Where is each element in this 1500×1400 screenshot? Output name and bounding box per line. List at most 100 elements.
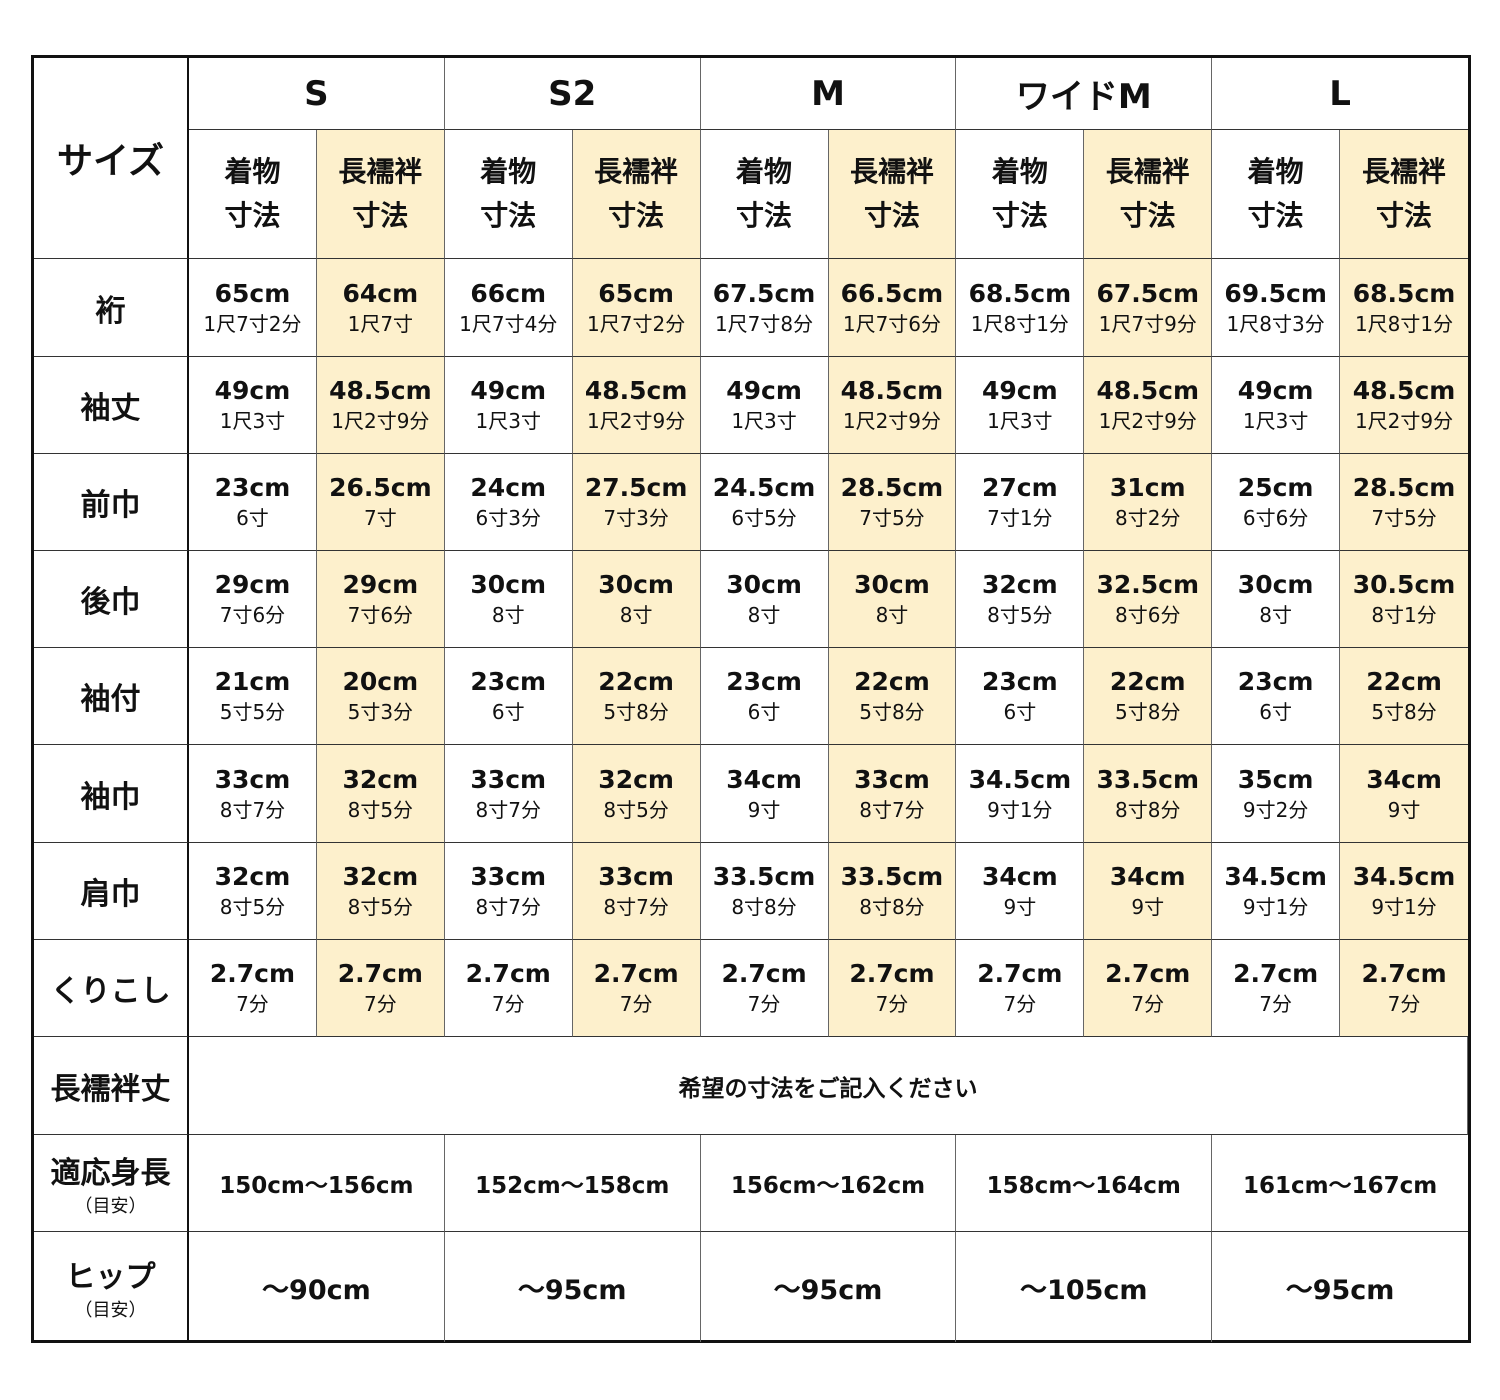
- measurement-cell: 32.5cm 8寸6分: [1084, 551, 1213, 648]
- height-value-cell: 150cm～156cm: [189, 1135, 445, 1232]
- measurement-cm: 34cm: [726, 764, 802, 794]
- measurement-cell: 30cm 8寸: [444, 551, 573, 648]
- measurement-shaku: 1尺2寸9分: [1098, 409, 1197, 433]
- measurement-cell: 48.5cm 1尺2寸9分: [572, 357, 701, 454]
- measurement-shaku: 9寸1分: [1371, 895, 1437, 919]
- hip-note: （目安）: [74, 1300, 147, 1321]
- measurement-cm: 64cm: [342, 278, 419, 308]
- measurement-shaku: 1尺2寸9分: [1354, 409, 1454, 433]
- measurement-cell: 33cm 8寸7分: [189, 745, 317, 843]
- row-label-cell: 袖巾: [34, 745, 189, 843]
- measurement-shaku: 1尺7寸9分: [1098, 311, 1197, 336]
- measurement-cm: 30cm: [726, 570, 802, 599]
- measurement-cell: 2.7cm 7分: [189, 940, 317, 1037]
- measurement-shaku: 6寸: [491, 700, 525, 724]
- measurement-cm: 32cm: [214, 862, 291, 891]
- measurement-cell: 33cm 8寸7分: [828, 745, 957, 843]
- measurement-cm: 2.7cm: [849, 959, 935, 988]
- measurement-cm: 65cm: [598, 278, 674, 308]
- measurement-cm: 68.5cm: [968, 278, 1072, 308]
- measurement-cell: 33cm 8寸7分: [444, 745, 573, 843]
- measurement-shaku: 7寸6分: [219, 603, 286, 627]
- measurement-cm: 48.5cm: [1352, 376, 1456, 405]
- juban-length-value-cell: 希望の寸法をご記入ください: [189, 1037, 1468, 1135]
- measurement-cell: 65cm 1尺7寸2分: [572, 259, 701, 357]
- measurement-cm: 2.7cm: [977, 959, 1063, 988]
- measurement-shaku: 8寸6分: [1115, 603, 1181, 627]
- measurement-shaku: 1尺2寸9分: [842, 409, 942, 433]
- measurement-shaku: 1尺8寸1分: [1354, 311, 1454, 336]
- measurement-shaku: 8寸: [619, 603, 653, 627]
- measurement-cm: 32cm: [342, 764, 419, 794]
- measurement-cell: 33cm 8寸7分: [572, 843, 701, 940]
- measurement-cm: 23cm: [726, 667, 802, 696]
- measurement-cm: 33cm: [470, 862, 547, 891]
- measurement-cm: 22cm: [598, 667, 674, 696]
- measurement-cell: 22cm 5寸8分: [828, 648, 957, 745]
- sub-header-line: 着物: [480, 155, 537, 188]
- measurement-shaku: 7分: [363, 992, 397, 1016]
- measurement-cm: 2.7cm: [593, 959, 679, 988]
- sub-header-line: 寸法: [224, 199, 281, 232]
- measurement-cell: 32cm 8寸5分: [316, 843, 445, 940]
- measurement-cm: 27.5cm: [584, 473, 688, 502]
- hip-value: ～90cm: [262, 1274, 371, 1306]
- measurement-cm: 22cm: [1366, 667, 1442, 696]
- measurement-cm: 24.5cm: [712, 473, 816, 502]
- row-label: 肩巾: [80, 877, 141, 912]
- sub-header-line: 寸法: [1119, 199, 1176, 232]
- measurement-shaku: 8寸8分: [731, 895, 797, 919]
- measurement-shaku: 1尺7寸2分: [203, 311, 302, 336]
- measurement-cell: 49cm 1尺3寸: [956, 357, 1085, 454]
- measurement-cm: 22cm: [854, 667, 930, 696]
- measurement-cm: 32cm: [982, 570, 1058, 599]
- measurement-cm: 21cm: [214, 667, 291, 696]
- juban-length-label: 長襦袢丈: [50, 1071, 171, 1107]
- height-value: 161cm～167cm: [1242, 1173, 1438, 1199]
- size-name: S2: [548, 73, 597, 114]
- measurement-shaku: 6寸: [747, 700, 781, 724]
- measurement-shaku: 1尺7寸6分: [842, 311, 942, 336]
- height-value-cell: 156cm～162cm: [700, 1135, 957, 1232]
- measurement-cm: 49cm: [470, 376, 547, 405]
- measurement-shaku: 7分: [1003, 992, 1037, 1016]
- juban-dimension-header: 長襦袢 寸法: [1340, 130, 1468, 259]
- measurement-shaku: 9寸1分: [1242, 895, 1309, 919]
- size-header-cell: サイズ: [34, 58, 189, 259]
- hip-label: ヒップ: [65, 1260, 156, 1295]
- row-label-cell: 後巾: [34, 551, 189, 648]
- measurement-cell: 23cm 6寸: [444, 648, 573, 745]
- measurement-cell: 66.5cm 1尺7寸6分: [828, 259, 957, 357]
- measurement-cell: 48.5cm 1尺2寸9分: [1084, 357, 1213, 454]
- measurement-cell: 68.5cm 1尺8寸1分: [956, 259, 1085, 357]
- height-value: 150cm～156cm: [219, 1173, 414, 1199]
- measurement-cm: 28.5cm: [1352, 473, 1456, 502]
- measurement-shaku: 8寸5分: [987, 603, 1053, 627]
- measurement-cell: 32cm 8寸5分: [316, 745, 445, 843]
- measurement-cell: 2.7cm 7分: [828, 940, 957, 1037]
- measurement-cell: 24.5cm 6寸5分: [700, 454, 829, 551]
- measurement-shaku: 7寸3分: [603, 506, 669, 530]
- row-label-cell: 前巾: [34, 454, 189, 551]
- measurement-shaku: 7寸1分: [987, 506, 1053, 530]
- measurement-cell: 34cm 9寸: [1340, 745, 1468, 843]
- measurement-shaku: 6寸: [1003, 700, 1037, 724]
- measurement-cell: 34cm 9寸: [1084, 843, 1213, 940]
- measurement-cell: 20cm 5寸3分: [316, 648, 445, 745]
- measurement-cm: 33cm: [214, 764, 291, 794]
- juban-dimension-header: 長襦袢 寸法: [1084, 130, 1213, 259]
- size-column-header: S: [189, 58, 445, 130]
- measurement-cm: 2.7cm: [721, 959, 807, 988]
- measurement-shaku: 7分: [236, 992, 269, 1016]
- measurement-shaku: 5寸8分: [603, 700, 669, 724]
- sub-header-line: 寸法: [480, 199, 537, 232]
- measurement-cm: 32cm: [342, 862, 419, 891]
- juban-dimension-header: 長襦袢 寸法: [316, 130, 445, 259]
- measurement-cm: 33cm: [598, 862, 674, 891]
- height-label-cell: 適応身長 （目安）: [34, 1135, 189, 1232]
- measurement-cm: 48.5cm: [840, 376, 944, 405]
- measurement-cm: 48.5cm: [329, 376, 432, 405]
- measurement-cell: 2.7cm 7分: [572, 940, 701, 1037]
- measurement-shaku: 5寸8分: [1371, 700, 1437, 724]
- measurement-shaku: 6寸: [1259, 700, 1292, 724]
